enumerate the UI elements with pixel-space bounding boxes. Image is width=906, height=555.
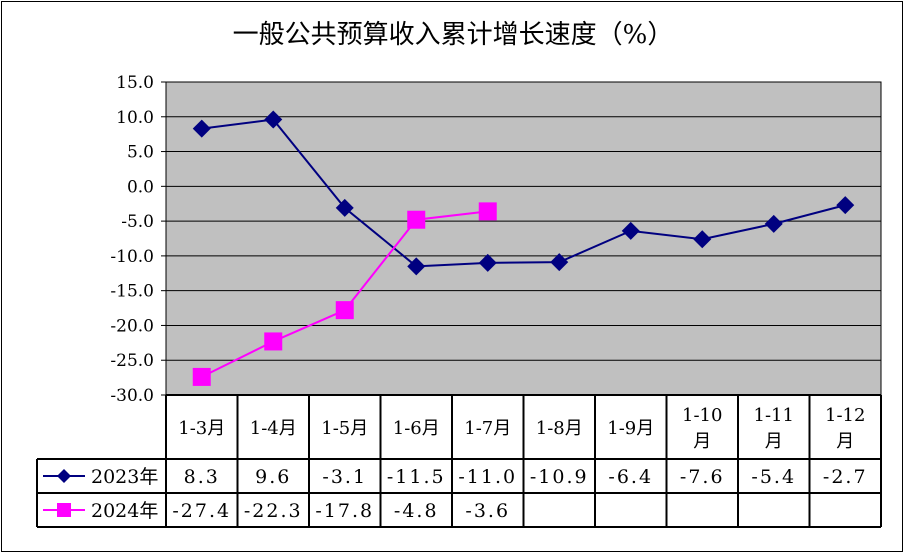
table-value: -27.4 [172, 500, 231, 522]
series-line-2023年 [201, 118, 846, 268]
y-tick-label: -15.0 [110, 282, 154, 302]
y-tick-label: -20.0 [110, 316, 154, 336]
category-label: 1-6月 [393, 418, 440, 439]
table-value: -3.6 [465, 500, 510, 522]
data-point-square [264, 332, 283, 351]
table-value: -2.7 [823, 466, 868, 488]
data-point-diamond [621, 221, 640, 240]
data-point-diamond [836, 196, 855, 215]
data-point-diamond [550, 253, 569, 272]
category-label: 1-4月 [250, 418, 297, 439]
table-value: -17.8 [315, 500, 374, 522]
table-value: -11.5 [387, 466, 446, 488]
data-point-diamond [478, 253, 497, 272]
category-label-line2: 月 [693, 431, 711, 452]
data-point-diamond [192, 119, 211, 138]
category-label-line2: 月 [836, 431, 854, 452]
legend-label: 2024年 [91, 500, 158, 522]
category-label-line1: 1-10 [682, 405, 722, 426]
legend-square-icon [57, 503, 71, 517]
table-value: -6.4 [608, 466, 653, 488]
category-label: 1-5月 [321, 418, 368, 439]
chart-title: 一般公共预算收入累计增长速度（%） [232, 20, 674, 50]
y-tick-label: -30.0 [110, 386, 154, 406]
legend-label: 2023年 [91, 466, 158, 488]
data-point-square [335, 301, 354, 320]
data-point-diamond [693, 230, 712, 249]
table-value: -3.1 [322, 466, 367, 488]
y-tick-label: 15.0 [116, 73, 154, 93]
table-value: -7.6 [680, 466, 725, 488]
data-point-square [192, 367, 211, 386]
table-value: -11.0 [458, 466, 517, 488]
y-tick-label: 0.0 [127, 177, 154, 197]
y-tick-label: -25.0 [110, 351, 154, 371]
data-point-diamond [764, 214, 783, 233]
category-label: 1-7月 [464, 418, 511, 439]
data-point-diamond [264, 110, 283, 129]
data-point-square [478, 202, 497, 221]
category-label: 1-3月 [178, 418, 225, 439]
legend-diamond-icon [57, 469, 71, 483]
table-value: 9.6 [255, 466, 291, 488]
category-label-line1: 1-12 [825, 405, 865, 426]
data-point-square [407, 210, 426, 229]
y-tick-label: 10.0 [116, 108, 154, 128]
data-point-diamond [335, 198, 354, 217]
table-value: -4.8 [394, 500, 439, 522]
table-value: -5.4 [751, 466, 796, 488]
category-label: 1-8月 [536, 418, 583, 439]
table-value: 8.3 [184, 466, 220, 488]
category-label: 1-9月 [607, 418, 654, 439]
category-label-line1: 1-11 [754, 405, 794, 426]
data-point-diamond [407, 257, 426, 276]
table-value: -22.3 [244, 500, 303, 522]
y-tick-label: -10.0 [110, 247, 154, 267]
y-tick-label: 5.0 [127, 143, 154, 163]
table-value: -10.9 [530, 466, 589, 488]
category-label-line2: 月 [765, 431, 783, 452]
y-tick-label: -5.0 [121, 212, 154, 232]
